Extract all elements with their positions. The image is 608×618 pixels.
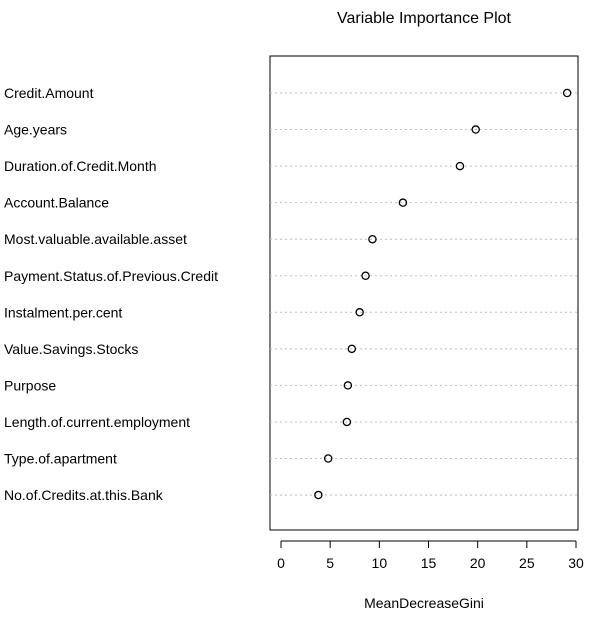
row-label: Age.years [4, 122, 67, 138]
grid-lines [270, 92, 578, 496]
row-label: Account.Balance [4, 195, 109, 211]
x-tick-label: 0 [277, 555, 285, 571]
row-label: Instalment.per.cent [4, 304, 122, 320]
row-label: Credit.Amount [4, 85, 94, 101]
row-label: Most.valuable.available.asset [4, 231, 187, 247]
data-point [368, 234, 377, 244]
row-label: Length.of.current.employment [4, 414, 190, 430]
x-axis-label: MeanDecreaseGini [364, 595, 484, 611]
data-points [314, 88, 572, 500]
data-point [347, 344, 357, 354]
data-point [398, 198, 408, 207]
row-label: Value.Savings.Stocks [4, 341, 138, 357]
x-tick-label: 20 [470, 555, 486, 571]
x-tick-label: 15 [421, 555, 437, 571]
data-point [455, 161, 465, 171]
data-point [323, 454, 333, 463]
chart-title: Variable Importance Plot [337, 10, 512, 27]
x-tick-label: 10 [372, 555, 388, 571]
data-point [471, 125, 480, 134]
data-point [314, 490, 323, 500]
row-label: Type.of.apartment [4, 451, 117, 467]
x-tick-label: 30 [568, 555, 584, 571]
x-tick-label: 5 [326, 555, 334, 571]
data-point [361, 271, 370, 280]
x-tick-label: 25 [519, 555, 535, 571]
row-label: Payment.Status.of.Previous.Credit [4, 268, 218, 284]
data-point [343, 381, 353, 390]
data-point [562, 88, 572, 98]
row-label: Purpose [4, 377, 56, 393]
data-point [355, 308, 364, 317]
x-axis: 0 5 10 15 20 25 30 [277, 540, 584, 571]
data-point [342, 417, 352, 427]
row-label: No.of.Credits.at.this.Bank [4, 487, 164, 503]
plot-box [269, 55, 579, 531]
row-labels: Credit.Amount Age.years Duration.of.Credit… [4, 85, 218, 503]
row-label: Duration.of.Credit.Month [4, 158, 157, 174]
